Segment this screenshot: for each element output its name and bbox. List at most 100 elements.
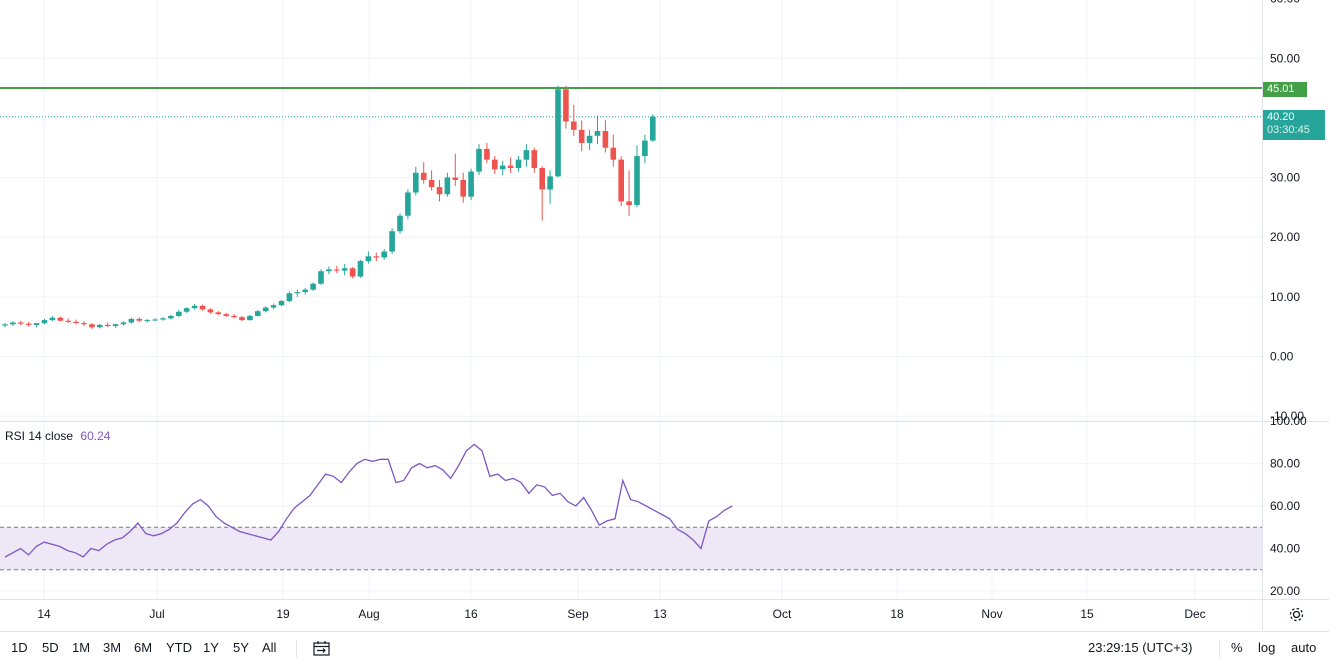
time-axis-label: 19 xyxy=(276,607,290,621)
candle-body xyxy=(397,215,403,232)
toolbar-divider xyxy=(296,640,297,657)
candle-body xyxy=(626,201,632,205)
price-axis-label: 50.00 xyxy=(1270,51,1300,65)
horizontal-line-price-label: 45.01 xyxy=(1263,82,1307,97)
gear-icon[interactable] xyxy=(1288,606,1305,623)
range-button-ytd[interactable]: YTD xyxy=(166,640,192,655)
percent-scale-toggle[interactable]: % xyxy=(1231,640,1243,655)
candle-body xyxy=(468,171,474,197)
time-axis[interactable]: 14 Jul 19 Aug 16 Sep 13 Oct 18 Nov 15 Dec xyxy=(37,607,1205,621)
candle-body xyxy=(41,320,48,324)
candle-body xyxy=(49,317,56,321)
candle-body xyxy=(373,256,380,258)
candle-body xyxy=(531,150,538,169)
range-button-all[interactable]: All xyxy=(262,640,277,655)
candle-body xyxy=(594,131,601,136)
candle-body xyxy=(586,135,593,143)
candle-body xyxy=(547,176,553,190)
rsi-band-fill xyxy=(0,527,1262,570)
candle-body xyxy=(18,322,24,324)
rsi-legend-name: RSI xyxy=(5,429,26,443)
candle-body xyxy=(223,314,229,316)
bottom-toolbar: 1D 5D 1M 3M 6M YTD 1Y 5Y All 23:29:15 (U… xyxy=(0,631,1329,664)
candle-body xyxy=(207,309,214,313)
rsi-line xyxy=(4,443,733,558)
candle-body xyxy=(160,318,166,320)
candle-body xyxy=(104,324,111,327)
candle-body xyxy=(57,317,64,321)
candle-body xyxy=(215,312,222,315)
candle-body xyxy=(239,317,245,321)
candle-body xyxy=(420,172,427,180)
candle-body xyxy=(507,165,514,169)
candle-body xyxy=(10,322,16,325)
rsi-axis-label: 80.00 xyxy=(1270,457,1300,471)
rsi-series xyxy=(4,443,733,558)
candle-body xyxy=(176,311,182,316)
candle-body xyxy=(642,140,648,157)
rsi-axis-label: 60.00 xyxy=(1270,499,1300,513)
toolbar-divider xyxy=(1219,640,1220,657)
candle-body xyxy=(610,147,617,160)
candle-body xyxy=(2,324,8,326)
rsi-legend-params: 14 close xyxy=(28,429,74,443)
candle-body xyxy=(515,159,522,169)
range-button-1d[interactable]: 1D xyxy=(11,640,28,655)
candle-body xyxy=(25,323,32,325)
candle-body xyxy=(578,129,585,143)
candle-body xyxy=(460,179,466,197)
auto-scale-toggle[interactable]: auto xyxy=(1291,640,1317,655)
candle-body xyxy=(326,269,332,272)
go-to-date-icon[interactable] xyxy=(312,640,332,657)
time-axis-label: 13 xyxy=(653,607,667,621)
candle-body xyxy=(341,268,348,271)
range-button-6m[interactable]: 6M xyxy=(134,640,153,655)
range-button-5y[interactable]: 5Y xyxy=(233,640,249,655)
rsi-legend[interactable]: RSI 14 close 60.24 xyxy=(5,429,110,443)
candle-body xyxy=(492,159,498,170)
rsi-axis-label: 40.00 xyxy=(1270,542,1300,556)
price-axis-label: -10.00 xyxy=(1270,409,1304,423)
range-button-1y[interactable]: 1Y xyxy=(203,640,219,655)
candle-body xyxy=(144,320,150,322)
time-axis-label: 16 xyxy=(464,607,478,621)
price-axis-label: 20.00 xyxy=(1270,230,1300,244)
candlestick-series xyxy=(0,85,1262,330)
candle-body xyxy=(476,148,482,172)
candle-body xyxy=(120,322,127,325)
candle-body xyxy=(357,261,364,277)
candle-body xyxy=(270,305,277,308)
candle-body xyxy=(334,269,340,271)
candle-body xyxy=(389,231,395,252)
range-button-3m[interactable]: 3M xyxy=(103,640,122,655)
candle-body xyxy=(650,116,656,141)
last-price-label: 40.20 03:30:45 xyxy=(1263,110,1325,140)
candle-body xyxy=(444,177,451,195)
candle-body xyxy=(539,168,545,190)
candle-body xyxy=(618,159,624,202)
price-axis-label: 60.00 xyxy=(1270,0,1300,6)
candle-body xyxy=(191,305,198,309)
rsi-band xyxy=(0,526,1262,571)
clock-timezone[interactable]: 23:29:15 (UTC+3) xyxy=(1088,640,1193,655)
candle-body xyxy=(128,318,135,323)
candle-body xyxy=(428,179,435,188)
candle-body xyxy=(571,121,577,130)
candle-body xyxy=(183,308,190,312)
candle-body xyxy=(318,271,324,284)
candle-body xyxy=(89,324,95,328)
candle-body xyxy=(555,89,561,177)
candle-body xyxy=(247,315,253,321)
candle-body xyxy=(602,131,609,148)
price-axis-label: 10.00 xyxy=(1270,290,1300,304)
range-button-5d[interactable]: 5D xyxy=(42,640,59,655)
price-axis[interactable]: 60.00 50.00 30.00 20.00 10.00 0.00 -10.00100.0… xyxy=(1270,0,1307,598)
candle-body xyxy=(65,320,71,322)
log-scale-toggle[interactable]: log xyxy=(1258,640,1276,655)
candle-body xyxy=(563,89,569,122)
candle-body xyxy=(262,307,269,312)
range-button-1m[interactable]: 1M xyxy=(72,640,91,655)
candle-body xyxy=(499,165,506,170)
chart-canvas[interactable]: 60.00 50.00 30.00 20.00 10.00 0.00 -10.00100.0… xyxy=(0,0,1329,631)
time-axis-label: Aug xyxy=(358,607,379,621)
